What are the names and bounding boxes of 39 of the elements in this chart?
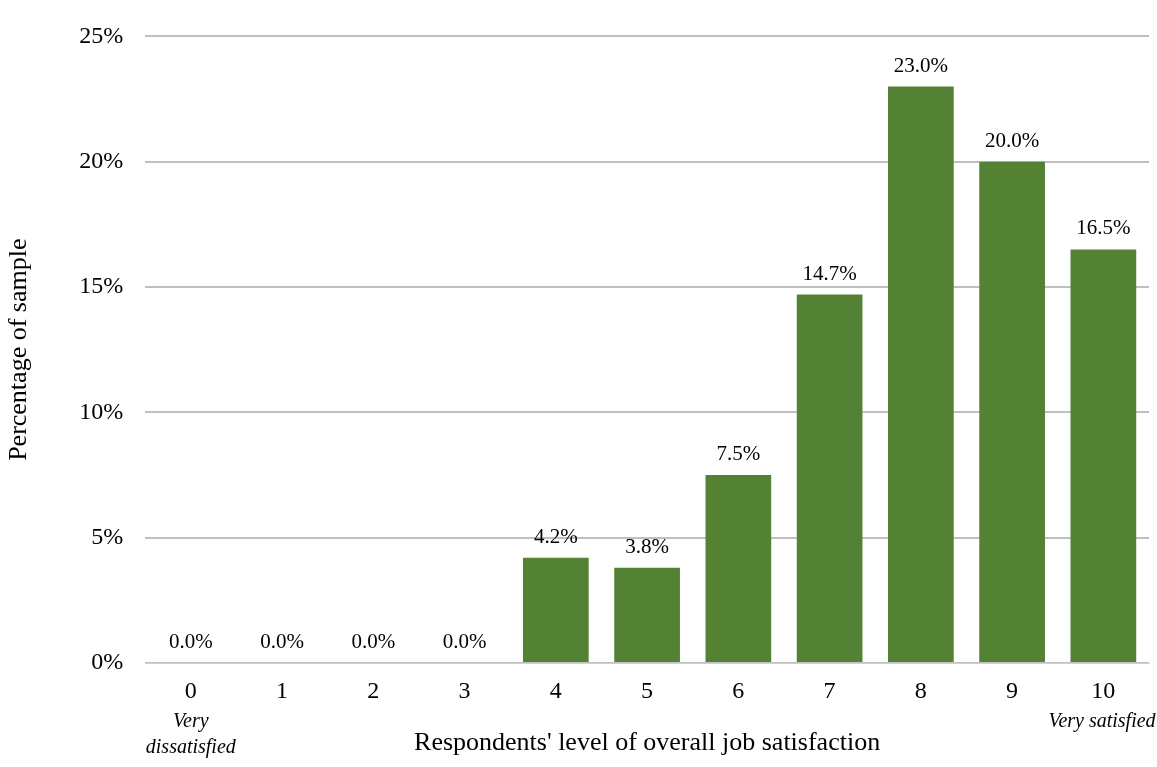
x-tick-label: 7: [823, 676, 836, 703]
x-tick-label: 6: [732, 676, 745, 703]
data-label: 7.5%: [716, 441, 761, 466]
y-tick-label: 15%: [79, 272, 124, 299]
y-tick-label: 20%: [79, 147, 124, 174]
data-label: 0.0%: [168, 629, 213, 654]
bar: [614, 567, 680, 662]
y-tick-label: 25%: [79, 21, 124, 48]
data-label: 4.2%: [533, 523, 578, 548]
data-label: 16.5%: [1076, 215, 1131, 240]
bar: [796, 294, 863, 662]
x-tick-label: 4: [549, 676, 562, 703]
x-tick-label: 9: [1006, 676, 1019, 703]
y-tick-label: 5%: [91, 522, 124, 549]
y-tick-label: 0%: [91, 648, 124, 675]
bar: [888, 86, 954, 662]
data-label: 14.7%: [802, 260, 857, 285]
bar: [979, 161, 1045, 662]
data-label: 23.0%: [893, 52, 948, 77]
bar: [522, 557, 589, 662]
data-label: 0.0%: [260, 629, 304, 654]
x-tick-label: 8: [914, 676, 927, 703]
x-tick-label: 10: [1091, 676, 1116, 703]
x-tick-label: 5: [641, 676, 654, 703]
x-tick-label: 1: [276, 676, 289, 703]
bar: [705, 475, 772, 662]
x-tick-label: 0: [184, 676, 197, 703]
text: Very satisfied: [1047, 708, 1157, 733]
y-axis-title: Percentage of sample: [3, 238, 33, 461]
y-tick-label: 10%: [79, 397, 124, 424]
x-tick-label: 3: [458, 676, 471, 703]
data-label: 20.0%: [984, 127, 1040, 152]
bar: [1070, 249, 1137, 662]
x-axis-title: Respondents' level of overall job satisfaction: [414, 727, 881, 757]
data-label: 3.8%: [625, 533, 669, 558]
data-label: 0.0%: [442, 629, 487, 654]
x-tick-label: 2: [367, 676, 380, 703]
data-label: 0.0%: [351, 629, 396, 654]
text: Very dissatisfied: [144, 708, 237, 759]
